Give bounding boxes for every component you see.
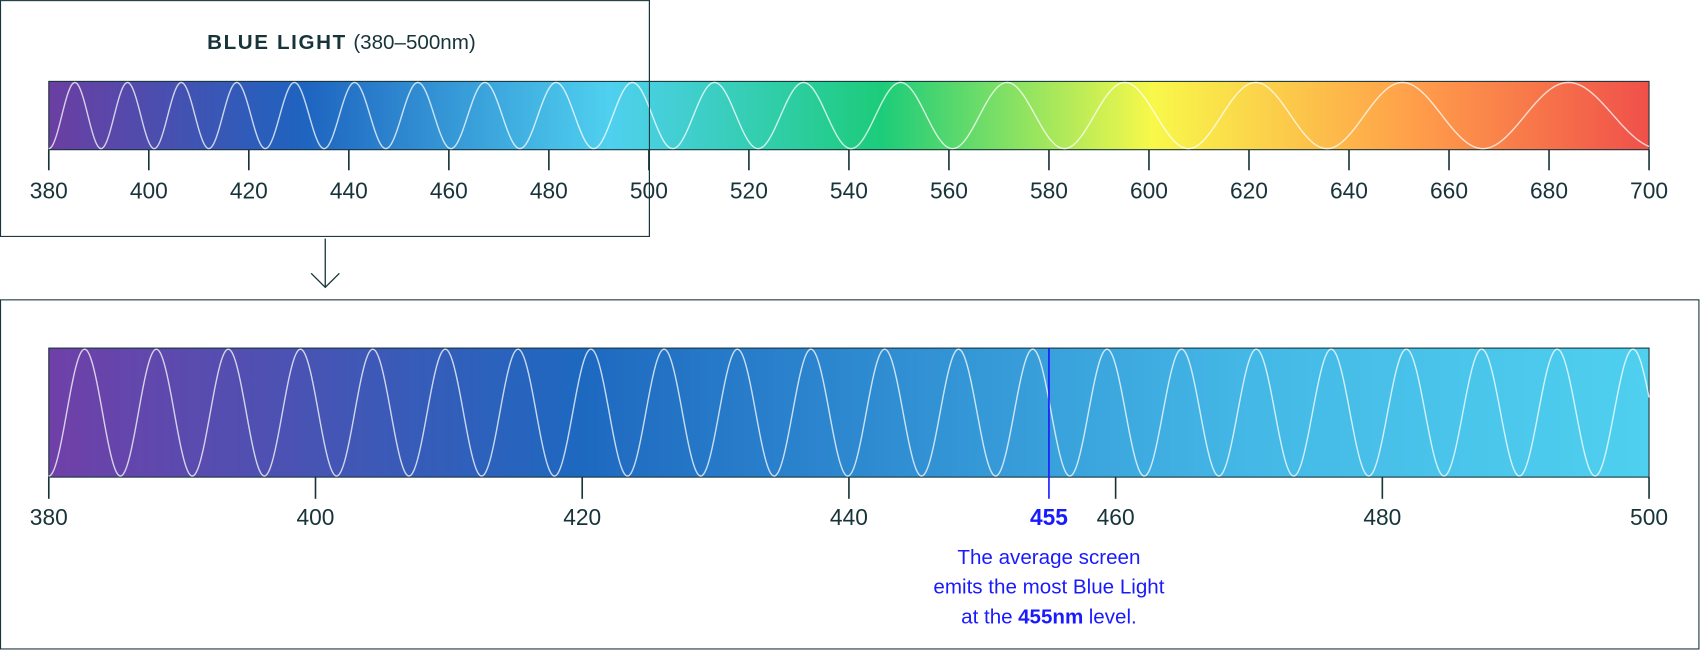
tick-label: 380 [30, 504, 68, 530]
note-prefix: at the [961, 605, 1013, 628]
tick-label: 400 [130, 177, 168, 203]
tick-label: 580 [1030, 177, 1068, 203]
marker-label: 455 [1030, 504, 1068, 530]
tick-label: 460 [430, 177, 468, 203]
tick-label: 620 [1230, 177, 1268, 203]
note-line: at the 455nm level. [961, 605, 1137, 628]
axes: 380 400 420 440 460 480 500 520 540 560 580 600 620 6… [30, 149, 1668, 628]
tick-label: 700 [1630, 177, 1668, 203]
tick-label: 660 [1430, 177, 1468, 203]
tick-label: 480 [1363, 504, 1401, 530]
detail-bar [48, 347, 1650, 478]
arrow [310, 238, 340, 289]
tick-label: 500 [630, 177, 668, 203]
detail-box [0, 299, 1700, 650]
spectrum-bar [48, 80, 1650, 151]
note-line: emits the most Blue Light [933, 576, 1164, 599]
range: (380–500nm) [353, 31, 475, 54]
tick-label: 480 [530, 177, 568, 203]
tick-label: 460 [1097, 504, 1135, 530]
title: BLUE LIGHT [207, 31, 347, 54]
tick-label: 420 [563, 504, 601, 530]
tick-label: 400 [297, 504, 335, 530]
tick-label: 420 [230, 177, 268, 203]
tick-label: 520 [730, 177, 768, 203]
tick-label: 500 [1630, 504, 1668, 530]
tick-label: 560 [930, 177, 968, 203]
tick-label: 640 [1330, 177, 1368, 203]
wave [48, 81, 1650, 150]
tick-label: 440 [330, 177, 368, 203]
header: BLUE LIGHT (380–500nm) [207, 31, 476, 54]
note-line: The average screen [957, 546, 1140, 569]
tick-label: 440 [830, 504, 868, 530]
tick-label: 600 [1130, 177, 1168, 203]
wave [48, 348, 1650, 477]
tick-label: 380 [30, 177, 68, 203]
tick-label: 680 [1530, 177, 1568, 203]
note-suffix: level. [1089, 605, 1137, 628]
note-emphasis: 455nm [1018, 605, 1083, 628]
tick-label: 540 [830, 177, 868, 203]
